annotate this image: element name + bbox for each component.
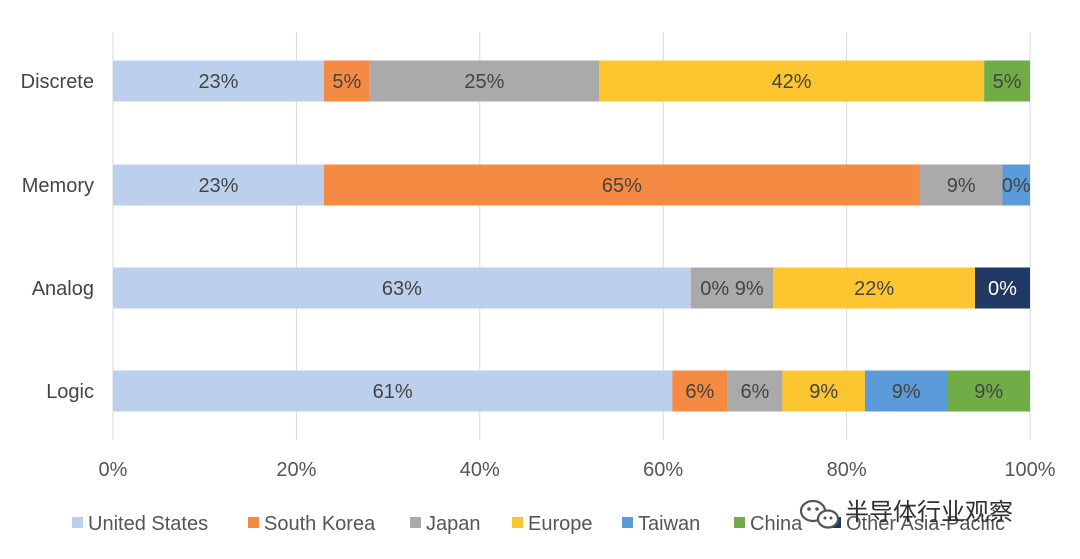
legend-label: Japan bbox=[426, 513, 481, 535]
bar-segment bbox=[782, 370, 865, 412]
data-label: 0% 9% bbox=[700, 278, 764, 300]
legend-swatch bbox=[72, 517, 83, 528]
data-label: 0% bbox=[988, 278, 1017, 300]
data-label: 23% bbox=[198, 175, 238, 197]
x-tick-label: 60% bbox=[643, 459, 683, 481]
data-label: 5% bbox=[332, 71, 361, 93]
legend-swatch bbox=[734, 517, 745, 528]
data-label: 25% bbox=[464, 71, 504, 93]
data-label: 22% bbox=[854, 278, 894, 300]
watermark-text: 半导体行业观察 bbox=[845, 499, 1013, 526]
bar-segment bbox=[1002, 164, 1030, 206]
bar-segment bbox=[864, 370, 948, 412]
bar-segment bbox=[113, 370, 673, 412]
x-tick-label: 20% bbox=[276, 459, 316, 481]
category-label: Logic bbox=[46, 381, 94, 403]
x-tick-label: 0% bbox=[99, 459, 128, 481]
legend-swatch bbox=[622, 517, 633, 528]
legend-label: Taiwan bbox=[638, 513, 700, 535]
bar-segment bbox=[113, 267, 691, 309]
data-label: 5% bbox=[993, 71, 1022, 93]
category-label: Memory bbox=[22, 175, 94, 197]
category-labels: Discrete Memory Analog Logic bbox=[21, 71, 94, 403]
x-tick-label: 80% bbox=[827, 459, 867, 481]
bar-segment bbox=[919, 164, 1003, 206]
wechat-icon bbox=[799, 499, 840, 529]
data-label: 6% bbox=[685, 381, 714, 403]
data-label: 0% bbox=[1002, 175, 1031, 197]
bar-segment bbox=[323, 60, 370, 102]
bar-segment bbox=[369, 60, 600, 102]
data-label: 9% bbox=[809, 381, 838, 403]
bar-segment bbox=[974, 267, 1030, 309]
data-label: 63% bbox=[382, 278, 422, 300]
x-tick-label: 40% bbox=[460, 459, 500, 481]
data-label: 6% bbox=[740, 381, 769, 403]
data-label: 23% bbox=[198, 71, 238, 93]
x-tick-label: 100% bbox=[1004, 459, 1055, 481]
legend-label: Europe bbox=[528, 513, 593, 535]
bar-segment bbox=[984, 60, 1030, 102]
data-label: 61% bbox=[373, 381, 413, 403]
legend-swatch bbox=[512, 517, 523, 528]
bar-segment bbox=[727, 370, 783, 412]
watermark: 半导体行业观察 bbox=[799, 499, 1013, 529]
legend-label: United States bbox=[88, 513, 208, 535]
legend-label: China bbox=[750, 513, 803, 535]
data-label: 9% bbox=[947, 175, 976, 197]
data-label: 9% bbox=[974, 381, 1003, 403]
bar-segment bbox=[947, 370, 1030, 412]
legend: United States South Korea Japan Europe Taiwa… bbox=[72, 513, 1005, 535]
category-label: Analog bbox=[32, 278, 94, 300]
legend-swatch bbox=[410, 517, 421, 528]
bar-segment bbox=[672, 370, 728, 412]
legend-label: South Korea bbox=[264, 513, 376, 535]
bar-segment bbox=[113, 164, 324, 206]
data-label: 42% bbox=[772, 71, 812, 93]
bar-segment bbox=[113, 60, 324, 102]
legend-swatch bbox=[248, 517, 259, 528]
bar-segment bbox=[599, 60, 985, 102]
data-label: 9% bbox=[892, 381, 921, 403]
x-axis-tick-labels: 0% 20% 40% 60% 80% 100% bbox=[99, 459, 1056, 481]
category-label: Discrete bbox=[21, 71, 94, 93]
bar-segment bbox=[690, 267, 774, 309]
bar-segment bbox=[773, 267, 975, 309]
bar-segment bbox=[323, 164, 920, 206]
bars: 23% 5% 25% 42% 5% 23% 65% 9% 0% 63% 0% 9% 22% 0% 61% 6… bbox=[113, 60, 1031, 412]
data-label: 65% bbox=[602, 175, 642, 197]
legend-label: Other Asia-Pacific bbox=[846, 513, 1005, 535]
